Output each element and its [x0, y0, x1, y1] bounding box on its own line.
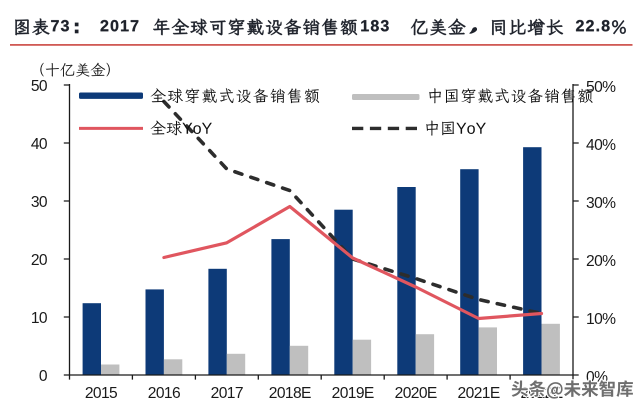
- svg-text:30: 30: [31, 194, 48, 211]
- svg-text:2015: 2015: [85, 385, 118, 402]
- svg-text:50%: 50%: [586, 79, 616, 96]
- svg-text:0: 0: [39, 368, 48, 385]
- svg-text:2020E: 2020E: [395, 385, 437, 402]
- svg-text:2016: 2016: [148, 385, 180, 402]
- svg-text:2017: 2017: [211, 385, 243, 402]
- svg-text:10%: 10%: [586, 311, 616, 328]
- svg-text:40: 40: [31, 136, 48, 153]
- svg-text:40%: 40%: [586, 137, 616, 154]
- svg-text:50: 50: [31, 78, 48, 95]
- svg-text:2018E: 2018E: [269, 385, 311, 402]
- svg-text:10: 10: [31, 310, 48, 327]
- svg-text:20: 20: [31, 252, 48, 269]
- svg-text:30%: 30%: [586, 195, 616, 212]
- svg-text:2019E: 2019E: [332, 385, 374, 402]
- svg-text:20%: 20%: [586, 253, 616, 270]
- svg-text:2021E: 2021E: [458, 385, 500, 402]
